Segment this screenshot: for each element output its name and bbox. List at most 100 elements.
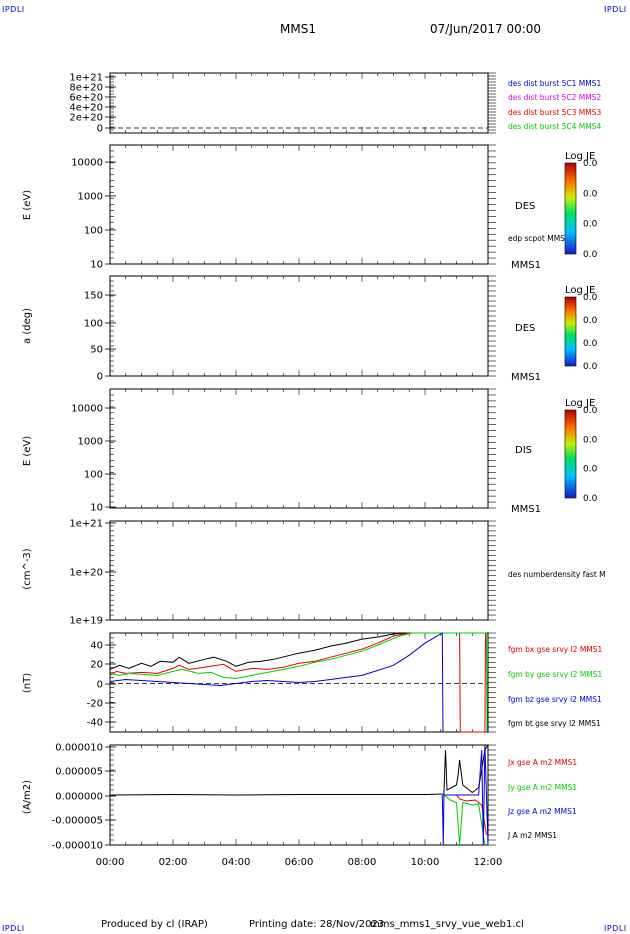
panel-dis-energy-colorbar-tick-label: 0.0: [583, 465, 598, 475]
panel-dis-energy-y-label: E (eV): [22, 436, 33, 466]
panel-current-y-tick-label: 0.000005: [55, 767, 103, 778]
panel-dis-energy-instrument-label: DIS: [515, 445, 532, 456]
corner-label-bottom-left: IPDLI: [2, 924, 25, 933]
panel-current-y-label: (A/m2): [22, 780, 33, 814]
panel-current-y-tick-label: 0.000010: [55, 743, 103, 754]
footer-producer: Produced by cl (IRAP): [101, 919, 208, 930]
panel-des-energy-y-tick-label: 1000: [78, 192, 103, 203]
panel-des-energy-y-label: E (eV): [22, 190, 33, 220]
panel-dis-energy-y-tick-label: 1000: [78, 437, 103, 448]
panel-current-series-line: [109, 744, 489, 796]
x-axis-tick-label: 12:00: [474, 857, 503, 868]
panel-current-legend-entry: Jz gse A m2 MMS1: [507, 807, 577, 816]
panel-des-pitch-frame: [109, 275, 489, 377]
panel-current-series-line: [441, 744, 489, 846]
panel-des-dist-burst-y-tick-label: 1e+21: [69, 73, 103, 84]
panel-des-dist-burst-y-tick-label: 4e+20: [69, 103, 103, 114]
panel-dis-energy-colorbar-title: Log JE: [565, 398, 595, 409]
panel-des-pitch-colorbar-title: Log JE: [565, 285, 595, 296]
panel-des-dist-burst-legend-entry: des dist burst 5C3 MMS3: [508, 108, 601, 117]
panel-fgm-legend-entry: fgm bx gse srvy l2 MMS1: [508, 645, 603, 654]
panel-current-legend-entry: J A m2 MMS1: [507, 831, 557, 840]
panel-des-dist-burst-y-tick-label: 2e+20: [69, 113, 103, 124]
panel-fgm-y-label: (nT): [22, 673, 33, 693]
panel-dis-energy-y-tick-label: 10: [90, 503, 103, 514]
panel-des-dist-burst-y-tick-label: 6e+20: [69, 93, 103, 104]
panel-des-pitch-y-tick-label: 0: [97, 372, 103, 383]
panel-des-pitch-y-tick-label: 50: [90, 345, 103, 356]
panel-des-energy-y-tick-label: 10000: [71, 158, 103, 169]
panel-fgm-y-tick-label: -40: [87, 718, 103, 729]
panel-des-energy-overlay-label: edp scpot MMS1: [508, 234, 570, 243]
panel-des-dist-burst-legend-entry: des dist burst 5C2 MMS2: [508, 93, 601, 102]
panel-des-energy-frame: [109, 144, 489, 265]
panel-dis-energy-colorbar: [564, 409, 577, 499]
panel-des-pitch-colorbar-tick-label: 0.0: [583, 362, 598, 372]
panel-des-dist-burst-y-tick-label: 8e+20: [69, 83, 103, 94]
panel-current-y-tick-label: 0.000000: [55, 792, 103, 803]
panel-fgm-series-line: [109, 632, 444, 733]
x-axis-tick-label: 02:00: [159, 857, 188, 868]
x-axis-tick-label: 10:00: [411, 857, 440, 868]
x-axis-tick-label: 06:00: [285, 857, 314, 868]
panel-des-pitch-colorbar-tick-label: 0.0: [583, 293, 598, 303]
panel-des-dist-burst-y-tick-label: 0: [97, 124, 103, 135]
panel-fgm-y-tick-label: 0: [97, 680, 103, 691]
panel-dis-energy-spacecraft-label: MMS1: [511, 504, 541, 515]
panel-des-dist-burst-legend-entry: des dist burst 5C4 MMS4: [508, 122, 601, 131]
panel-current-legend-entry: Jx gse A m2 MMS1: [507, 758, 577, 767]
panel-des-density-y-tick-label: 1e+19: [69, 616, 103, 627]
panel-des-dist-burst-frame: [109, 72, 489, 134]
panel-fgm-legend-entry: fgm bz gse srvy l2 MMS1: [508, 695, 602, 704]
panel-fgm-y-tick-label: 40: [90, 641, 103, 652]
panel-des-energy-y-tick-label: 100: [84, 226, 103, 237]
panel-dis-energy-frame: [109, 388, 489, 509]
corner-label-top-left: IPDLI: [2, 5, 25, 14]
panel-des-density-y-tick-label: 1e+20: [69, 568, 103, 579]
panel-fgm-legend-entry: fgm bt gse srvy l2 MMS1: [508, 719, 601, 728]
corner-label-top-right: IPDLI: [604, 5, 627, 14]
x-axis-tick-label: 08:00: [348, 857, 377, 868]
panel-des-pitch-y-label: a (deg): [22, 308, 33, 344]
panel-des-energy-colorbar-tick-label: 0.0: [583, 250, 598, 260]
panel-dis-energy-colorbar-tick-label: 0.0: [583, 435, 598, 445]
panel-dis-energy-colorbar-tick-label: 0.0: [583, 494, 598, 504]
panel-des-dist-burst-legend-entry: des dist burst 5C1 MMS1: [508, 79, 601, 88]
panel-des-density-y-label: (cm^-3): [22, 548, 33, 589]
panel-current-series-line: [443, 794, 486, 846]
panel-des-energy-colorbar-tick-label: 0.0: [583, 220, 598, 230]
panel-dis-energy-y-tick-label: 100: [84, 470, 103, 481]
panel-fgm-series-line: [109, 632, 407, 670]
panel-des-pitch-colorbar-tick-label: 0.0: [583, 316, 598, 326]
x-axis-tick-label: 04:00: [222, 857, 251, 868]
panel-fgm-series-line: [109, 632, 488, 733]
corner-label-bottom-right: IPDLI: [604, 924, 627, 933]
panel-des-energy-y-tick-label: 10: [90, 260, 103, 271]
panel-des-energy-instrument-label: DES: [515, 201, 535, 212]
panel-des-pitch-instrument-label: DES: [515, 323, 535, 334]
panel-current-y-tick-label: -0.000005: [52, 816, 103, 827]
panel-des-pitch-y-tick-label: 100: [84, 319, 103, 330]
panel-des-pitch-colorbar: [564, 296, 577, 367]
mission-title: MMS1: [280, 22, 316, 36]
panel-des-pitch-spacecraft-label: MMS1: [511, 372, 541, 383]
panel-des-pitch-colorbar-tick-label: 0.0: [583, 339, 598, 349]
panel-des-energy-colorbar: [564, 162, 577, 255]
footer-printing-date: Printing date: 28/Nov/2023: [249, 919, 385, 930]
panel-des-energy-colorbar-tick-label: 0.0: [583, 189, 598, 199]
panel-dis-energy-y-tick-label: 10000: [71, 404, 103, 415]
panel-des-energy-colorbar-tick-label: 0.0: [583, 159, 598, 169]
panel-des-density-frame: [109, 520, 489, 621]
panel-dis-energy-colorbar-tick-label: 0.0: [583, 406, 598, 416]
panel-des-density-legend-entry: des numberdensity fast M: [508, 570, 606, 579]
date-time: 07/Jun/2017 00:00: [430, 22, 542, 36]
panel-fgm-y-tick-label: 20: [90, 660, 103, 671]
panel-current-legend-entry: Jy gse A m2 MMS1: [507, 783, 577, 792]
panel-current-y-tick-label: -0.000010: [52, 841, 103, 852]
x-axis-tick-label: 00:00: [96, 857, 125, 868]
panel-des-energy-colorbar-title: Log JE: [565, 151, 595, 162]
panel-fgm-y-tick-label: -20: [87, 699, 103, 710]
panel-des-density-y-tick-label: 1e+21: [69, 519, 103, 530]
panel-des-pitch-y-tick-label: 150: [84, 291, 103, 302]
